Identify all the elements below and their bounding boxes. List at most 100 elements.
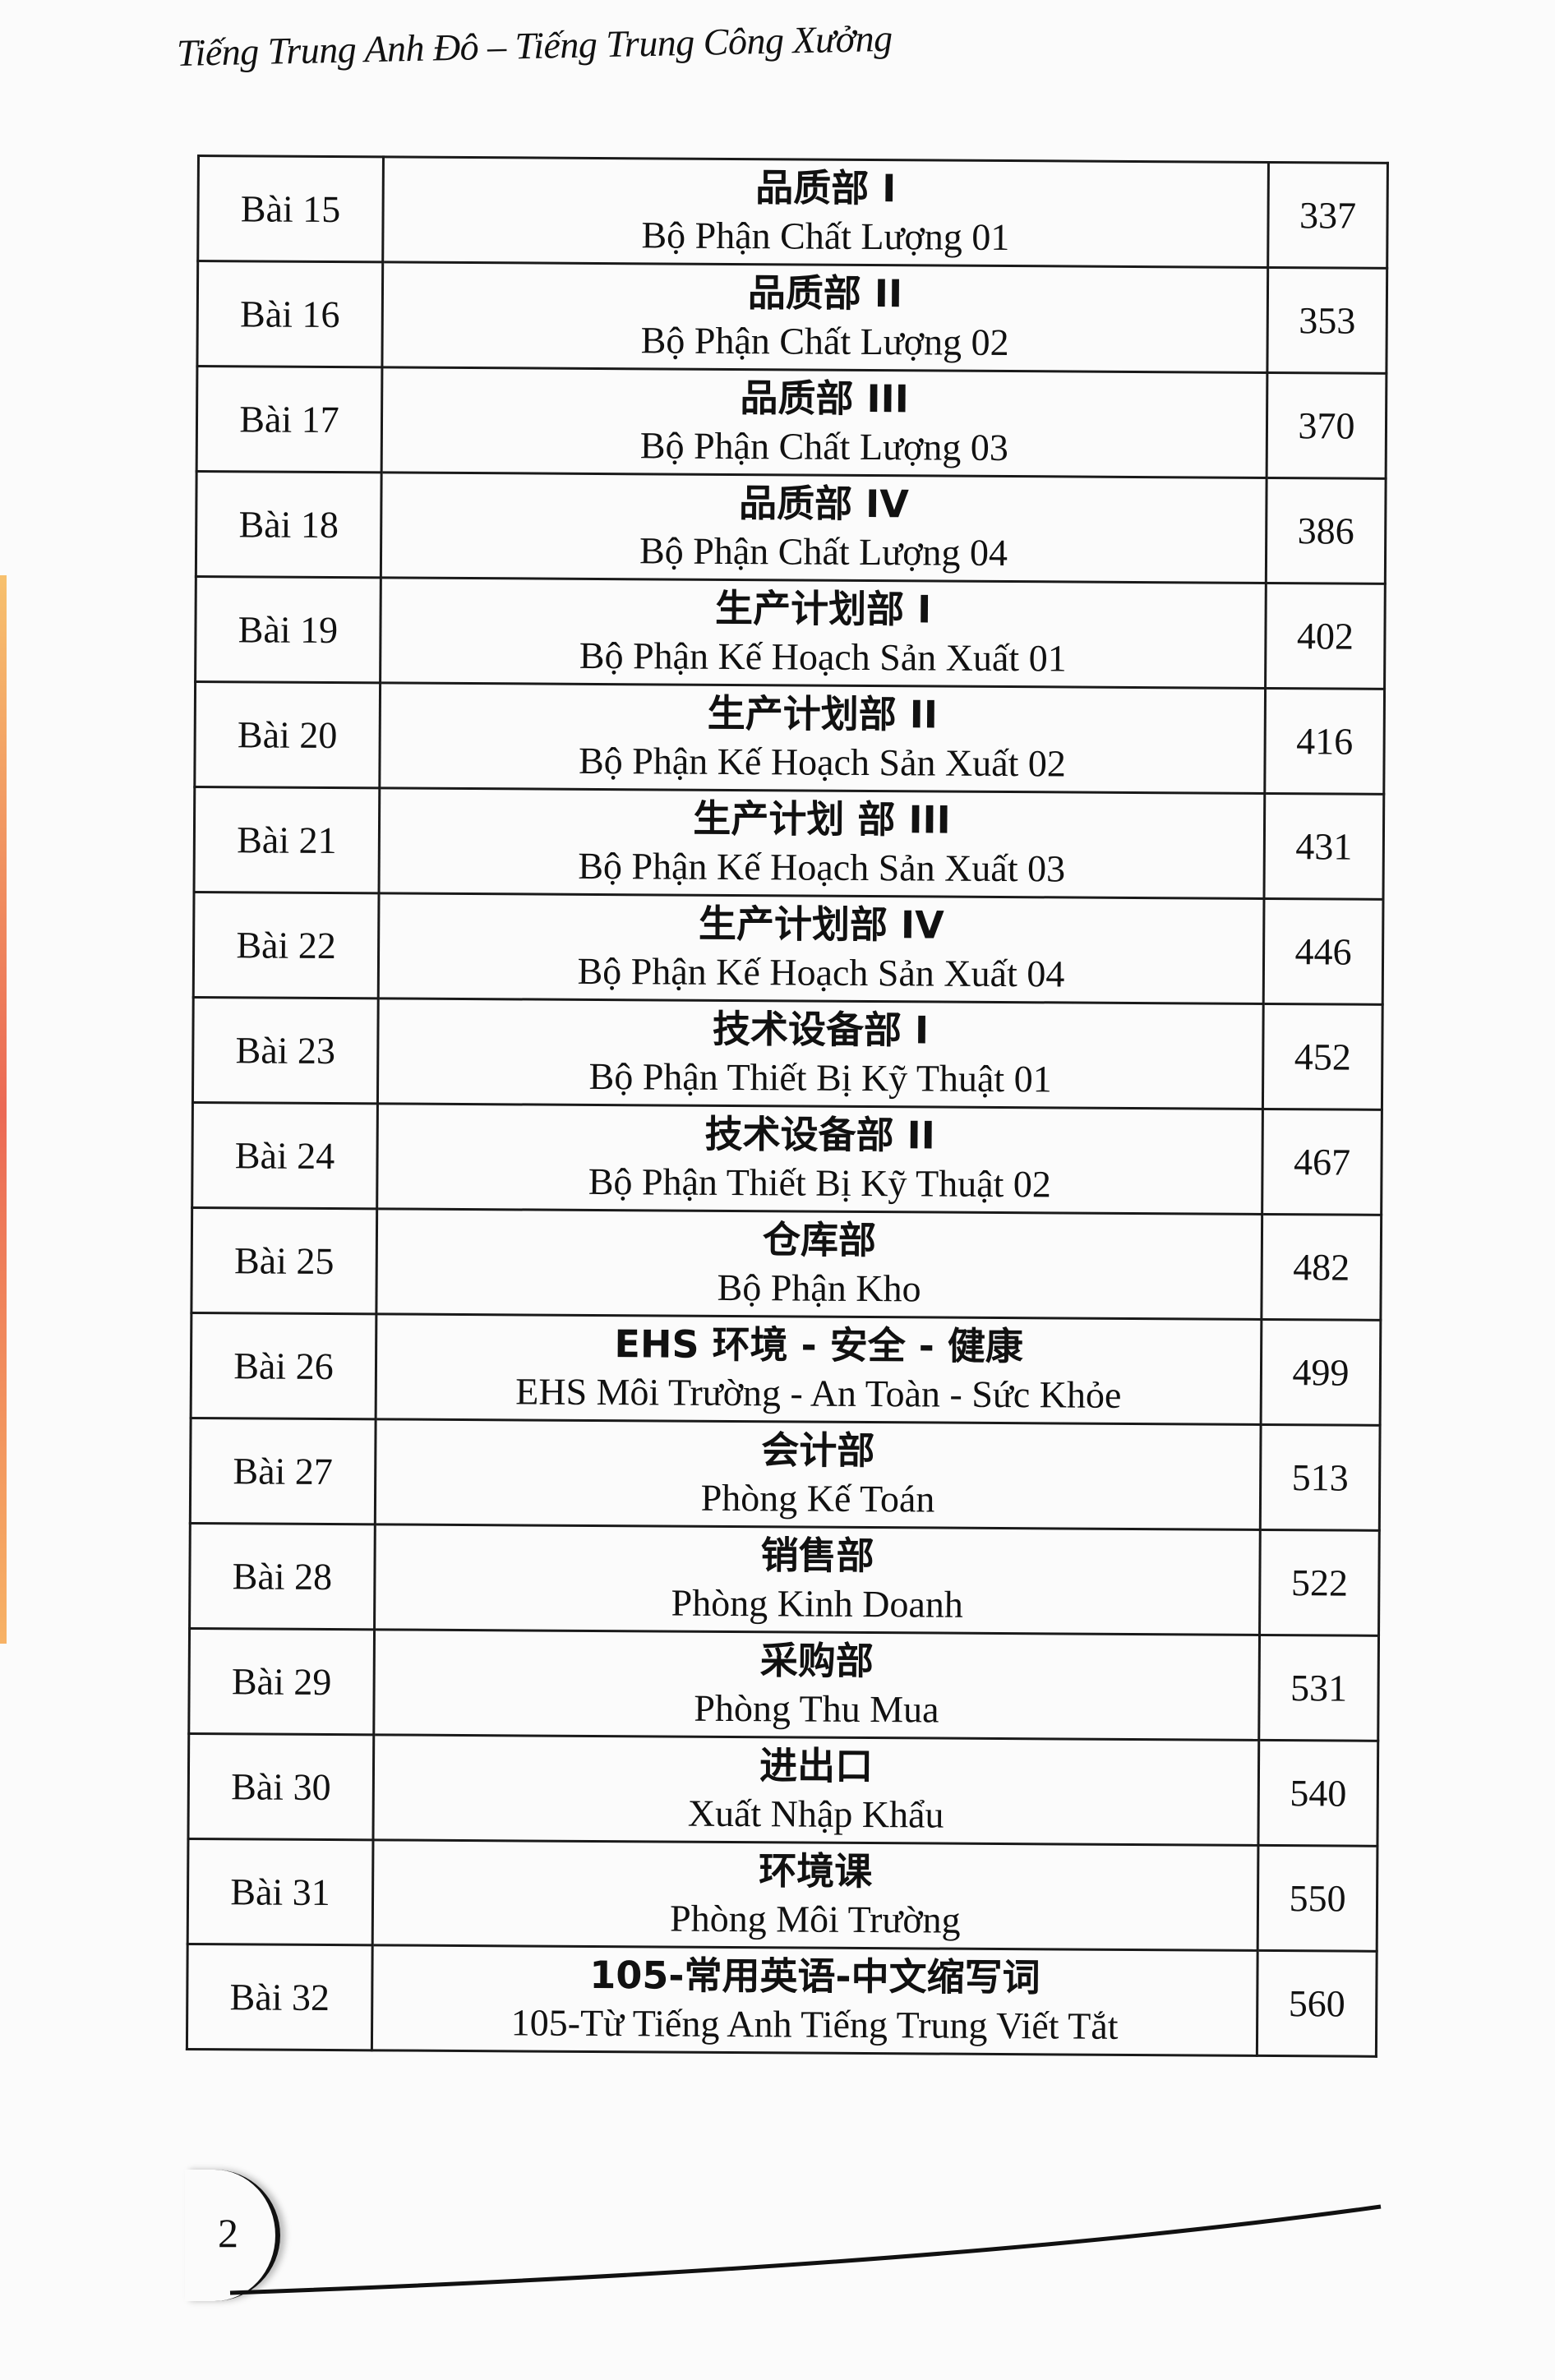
lesson-title: 进出口 Xuất Nhập Khẩu <box>372 1734 1259 1846</box>
table-row: Bài 18 品质部 IV Bộ Phận Chất Lượng 04 386 <box>196 471 1387 584</box>
footer-swoosh-decoration <box>229 2204 1382 2295</box>
lesson-title-vietnamese: Phòng Môi Trường <box>669 1897 961 1941</box>
lesson-number: Bài 24 <box>191 1102 378 1209</box>
lesson-title-vietnamese: 105-Từ Tiếng Anh Tiếng Trung Viết Tắt <box>510 2000 1119 2047</box>
lesson-title-chinese: 生产计划部 I <box>714 585 932 632</box>
lesson-title-chinese: 品质部 III <box>740 376 910 422</box>
lesson-title-vietnamese: Bộ Phận Chất Lượng 01 <box>641 213 1010 258</box>
lesson-page-number: 402 <box>1265 583 1386 690</box>
lesson-title: 生产计划部 II Bộ Phận Kế Hoạch Sản Xuất 02 <box>379 682 1266 794</box>
table-row: Bài 16 品质部 II Bộ Phận Chất Lượng 02 353 <box>196 261 1387 374</box>
lesson-title: 品质部 IV Bộ Phận Chất Lượng 04 <box>381 472 1267 583</box>
table-row: Bài 25 仓库部 Bộ Phận Kho 482 <box>191 1207 1382 1321</box>
table-row: Bài 26 EHS 环境 - 安全 - 健康 EHS Môi Trường - A… <box>191 1312 1381 1426</box>
lesson-title-chinese: 生产计划部 IV <box>698 901 944 948</box>
lesson-number: Bài 19 <box>195 576 381 683</box>
lesson-title-vietnamese: Phòng Kinh Doanh <box>671 1581 964 1626</box>
lesson-title-vietnamese: Xuất Nhập Khẩu <box>687 1792 944 1836</box>
lesson-title: 采购部 Phòng Thu Mua <box>373 1629 1260 1741</box>
lesson-title-chinese: 品质部 II <box>747 270 903 316</box>
lesson-page-number: 431 <box>1263 793 1384 900</box>
lesson-number: Bài 23 <box>192 997 379 1104</box>
table-row: Bài 22 生产计划部 IV Bộ Phận Kế Hoạch Sản Xuất … <box>193 892 1383 1005</box>
running-header: Tiếng Trung Anh Đô – Tiếng Trung Công Xư… <box>176 16 893 74</box>
lesson-title-vietnamese: Bộ Phận Thiết Bị Kỹ Thuật 02 <box>588 1160 1052 1205</box>
lesson-page-number: 386 <box>1266 477 1387 584</box>
lesson-title-chinese: 环境课 <box>759 1848 873 1894</box>
lesson-page-number: 482 <box>1261 1214 1382 1321</box>
lesson-title-vietnamese: Bộ Phận Chất Lượng 02 <box>640 318 1009 363</box>
lesson-title-vietnamese: Bộ Phận Kho <box>717 1266 921 1309</box>
lesson-title: 销售部 Phòng Kinh Doanh <box>374 1524 1261 1635</box>
lesson-title: 生产计划部 I Bộ Phận Kế Hoạch Sản Xuất 01 <box>380 577 1267 689</box>
lesson-title: 生产计划部 IV Bộ Phận Kế Hoạch Sản Xuất 04 <box>378 892 1264 1004</box>
lesson-page-number: 499 <box>1261 1319 1381 1426</box>
lesson-page-number: 560 <box>1257 1950 1377 2057</box>
lesson-number: Bài 16 <box>196 261 383 367</box>
lesson-number: Bài 18 <box>196 471 382 578</box>
page-number-badge: 2 <box>185 2170 284 2301</box>
lesson-title-vietnamese: Phòng Kế Toán <box>700 1476 935 1520</box>
lesson-number: Bài 30 <box>187 1733 374 1840</box>
lesson-number: Bài 29 <box>188 1628 375 1735</box>
lesson-page-number: 446 <box>1263 898 1383 1005</box>
lesson-page-number: 452 <box>1262 1003 1383 1110</box>
lesson-title-chinese: 技术设备部 I <box>712 1006 930 1053</box>
lesson-title: 会计部 Phòng Kế Toán <box>375 1418 1262 1530</box>
lesson-title-vietnamese: Bộ Phận Kế Hoạch Sản Xuất 03 <box>578 844 1066 889</box>
lesson-number: Bài 17 <box>196 366 382 473</box>
lesson-page-number: 540 <box>1257 1740 1378 1847</box>
lesson-number: Bài 31 <box>187 1838 373 1945</box>
page-edge <box>0 575 7 1644</box>
lesson-number: Bài 21 <box>194 786 380 893</box>
lesson-page-number: 337 <box>1267 162 1388 269</box>
lesson-title-vietnamese: Bộ Phận Kế Hoạch Sản Xuất 01 <box>579 634 1067 679</box>
lesson-title: 技术设备部 I Bộ Phận Thiết Bị Kỹ Thuật 01 <box>377 998 1264 1109</box>
lesson-page-number: 522 <box>1259 1529 1380 1636</box>
lesson-title-chinese: 品质部 IV <box>738 481 909 527</box>
lesson-title-chinese: EHS 环境 - 安全 - 健康 <box>614 1321 1023 1369</box>
lesson-title-chinese: 品质部 I <box>755 165 897 211</box>
lesson-title-chinese: 进出口 <box>759 1743 874 1789</box>
table-row: Bài 21 生产计划 部 III Bộ Phận Kế Hoạch Sản Xuấ… <box>194 786 1384 900</box>
lesson-title-vietnamese: Bộ Phận Kế Hoạch Sản Xuất 02 <box>578 739 1067 784</box>
table-row: Bài 15 品质部 I Bộ Phận Chất Lượng 01 337 <box>197 155 1388 269</box>
page-number-arc <box>185 2170 280 2301</box>
lesson-number: Bài 22 <box>193 892 380 999</box>
table-row: Bài 19 生产计划部 I Bộ Phận Kế Hoạch Sản Xuất 0… <box>195 576 1386 690</box>
lesson-title-vietnamese: EHS Môi Trường - An Toàn - Sức Khỏe <box>515 1369 1122 1416</box>
table-row: Bài 32 105-常用英语-中文缩写词 105-Từ Tiếng Anh Tiế… <box>187 1944 1377 2057</box>
lesson-title: 环境课 Phòng Môi Trường <box>372 1839 1258 1951</box>
table-row: Bài 30 进出口 Xuất Nhập Khẩu 540 <box>187 1733 1378 1847</box>
lesson-title: 仓库部 Bộ Phận Kho <box>376 1208 1262 1320</box>
lesson-title: 105-常用英语-中文缩写词 105-Từ Tiếng Anh Tiếng Tru… <box>371 1944 1258 2056</box>
table-row: Bài 24 技术设备部 II Bộ Phận Thiết Bị Kỹ Thuật … <box>191 1102 1382 1215</box>
lesson-page-number: 370 <box>1267 372 1387 479</box>
table-row: Bài 20 生产计划部 II Bộ Phận Kế Hoạch Sản Xuất … <box>194 681 1385 795</box>
lesson-number: Bài 32 <box>187 1944 373 2050</box>
lesson-title-vietnamese: Phòng Thu Mua <box>694 1686 939 1731</box>
lesson-title: 品质部 II Bộ Phận Chất Lượng 02 <box>381 261 1268 373</box>
lesson-page-number: 416 <box>1264 688 1385 795</box>
lesson-title-vietnamese: Bộ Phận Thiết Bị Kỹ Thuật 01 <box>588 1054 1052 1100</box>
lesson-page-number: 353 <box>1267 267 1387 374</box>
lesson-title-chinese: 生产计划部 II <box>707 690 939 737</box>
lesson-number: Bài 28 <box>189 1523 376 1630</box>
table-row: Bài 17 品质部 III Bộ Phận Chất Lượng 03 370 <box>196 366 1387 479</box>
table-of-contents: Bài 15 品质部 I Bộ Phận Chất Lượng 01 337 Bài 1… <box>186 155 1389 2058</box>
table-row: Bài 23 技术设备部 I Bộ Phận Thiết Bị Kỹ Thuật 0… <box>192 997 1383 1110</box>
table-row: Bài 28 销售部 Phòng Kinh Doanh 522 <box>189 1523 1380 1636</box>
lesson-title-chinese: 仓库部 <box>762 1217 877 1263</box>
lesson-title: 品质部 III Bộ Phận Chất Lượng 03 <box>381 367 1267 478</box>
lesson-title-chinese: 会计部 <box>761 1428 875 1474</box>
lesson-page-number: 513 <box>1260 1424 1381 1531</box>
table-row: Bài 27 会计部 Phòng Kế Toán 513 <box>190 1418 1381 1531</box>
lesson-title-chinese: 技术设备部 II <box>704 1111 936 1158</box>
lesson-title-chinese: 生产计划 部 III <box>693 796 951 842</box>
lesson-page-number: 550 <box>1257 1845 1377 1952</box>
table-row: Bài 29 采购部 Phòng Thu Mua 531 <box>188 1628 1379 1741</box>
page-number: 2 <box>218 2210 238 2256</box>
lesson-title-chinese: 销售部 <box>760 1533 874 1579</box>
lesson-title-chinese: 105-常用英语-中文缩写词 <box>589 1952 1041 2000</box>
lesson-page-number: 531 <box>1258 1635 1379 1741</box>
